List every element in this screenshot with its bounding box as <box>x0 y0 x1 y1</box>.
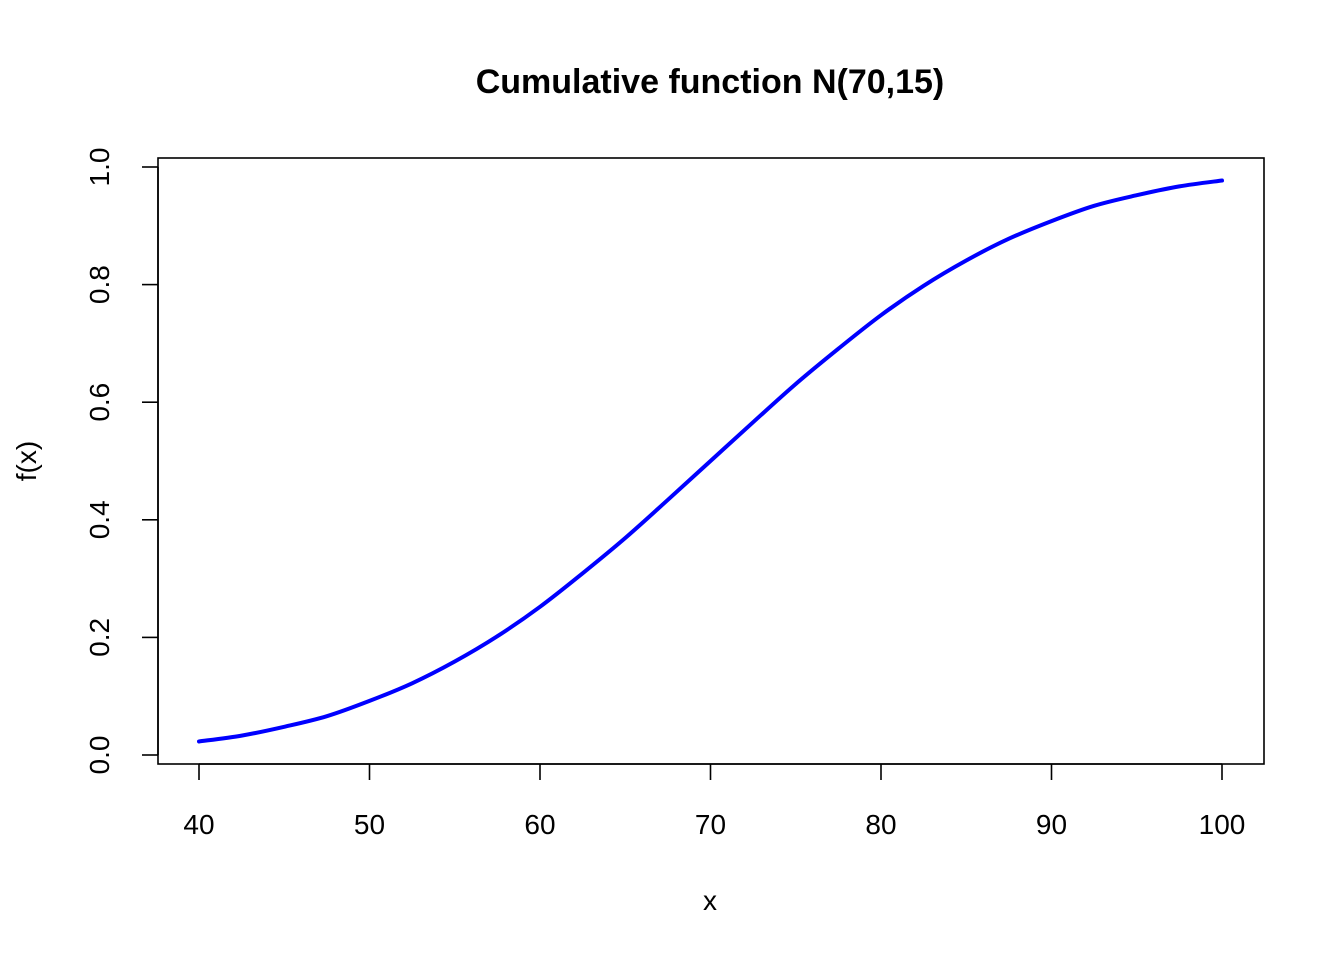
x-tick-label: 40 <box>183 809 214 840</box>
x-tick-label: 100 <box>1199 809 1246 840</box>
y-tick-label: 0.2 <box>84 618 115 657</box>
x-tick-label: 80 <box>865 809 896 840</box>
y-tick-label: 0.4 <box>84 500 115 539</box>
x-tick-label: 70 <box>695 809 726 840</box>
y-tick-label: 0.0 <box>84 736 115 775</box>
chart-title: Cumulative function N(70,15) <box>476 63 945 101</box>
x-tick-label: 90 <box>1036 809 1067 840</box>
cdf-series-line <box>197 178 1224 744</box>
series-layer <box>197 178 1224 744</box>
y-tick-label: 0.6 <box>84 383 115 422</box>
y-axis: 0.0 0.2 0.4 0.6 0.8 1.0 <box>84 148 159 775</box>
x-tick-label: 50 <box>354 809 385 840</box>
x-axis-title: x <box>703 885 717 916</box>
y-tick-label: 0.8 <box>84 265 115 304</box>
y-tick-label: 1.0 <box>84 148 115 187</box>
x-axis: 40 50 60 70 80 90 100 <box>183 763 1246 840</box>
x-tick-label: 60 <box>524 809 555 840</box>
y-axis-title: f(x) <box>11 441 42 481</box>
